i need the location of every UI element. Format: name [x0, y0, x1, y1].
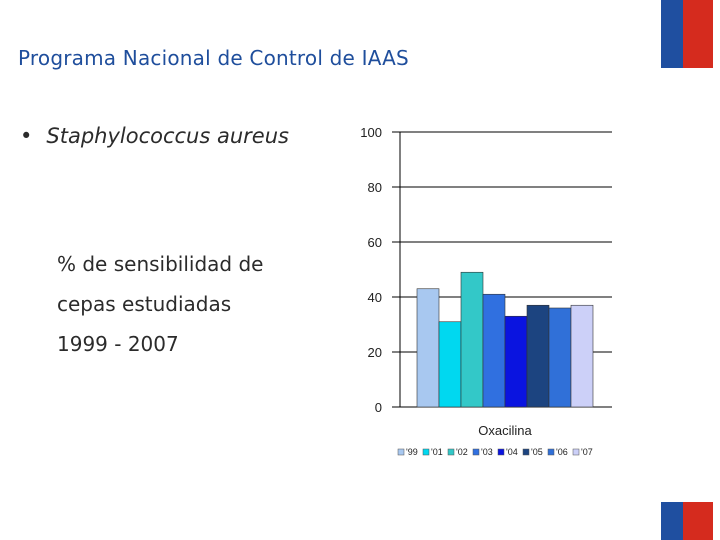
legend-swatch	[472, 448, 480, 456]
legend-swatch	[447, 448, 455, 456]
description-line: 1999 - 2007	[57, 332, 179, 356]
flag-emblem-bottom	[661, 502, 713, 540]
bar	[416, 288, 440, 408]
y-tick-label: 0	[375, 400, 382, 415]
flag-blue-stripe	[661, 0, 683, 68]
bar	[526, 304, 550, 408]
bar	[482, 293, 506, 408]
y-tick-label: 100	[360, 125, 382, 140]
bar	[570, 304, 594, 408]
legend-label: '01	[431, 447, 443, 457]
legend-swatch	[397, 448, 405, 456]
bar	[548, 307, 572, 408]
x-axis-label: Oxacilina	[478, 423, 532, 438]
legend-label: '04	[506, 447, 518, 457]
description-block: % de sensibilidad de cepas estudiadas 19…	[57, 244, 263, 364]
slide-title: Programa Nacional de Control de IAAS	[18, 46, 409, 70]
legend-swatch	[422, 448, 430, 456]
flag-blue-stripe	[661, 502, 683, 540]
legend-label: '07	[581, 447, 593, 457]
legend-label: '03	[481, 447, 493, 457]
legend-swatch	[522, 448, 530, 456]
legend-swatch	[572, 448, 580, 456]
y-tick-label: 80	[368, 180, 382, 195]
bar-chart: 0 20 40 60 80 100 Oxacilina '99 '01 '02 '03 '04 '05 '…	[360, 125, 612, 457]
y-tick-label: 20	[368, 345, 382, 360]
flag-red-stripe	[683, 502, 713, 540]
legend-label: '06	[556, 447, 568, 457]
bullet-item: • Staphylococcus aureus	[20, 124, 289, 148]
description-line: cepas estudiadas	[57, 292, 232, 316]
bar	[438, 321, 462, 408]
y-tick-label: 60	[368, 235, 382, 250]
legend-swatch	[497, 448, 505, 456]
bullet-text: Staphylococcus aureus	[46, 124, 289, 148]
bar	[460, 271, 484, 408]
description-line: % de sensibilidad de	[57, 252, 264, 276]
bar	[504, 315, 528, 408]
bullet-dot-icon: •	[20, 124, 33, 148]
legend-label: '99	[406, 447, 418, 457]
legend-label: '02	[456, 447, 468, 457]
legend-swatch	[547, 448, 555, 456]
y-tick-label: 40	[368, 290, 382, 305]
flag-emblem-top	[661, 0, 713, 68]
legend-label: '05	[531, 447, 543, 457]
flag-red-stripe	[683, 0, 713, 68]
